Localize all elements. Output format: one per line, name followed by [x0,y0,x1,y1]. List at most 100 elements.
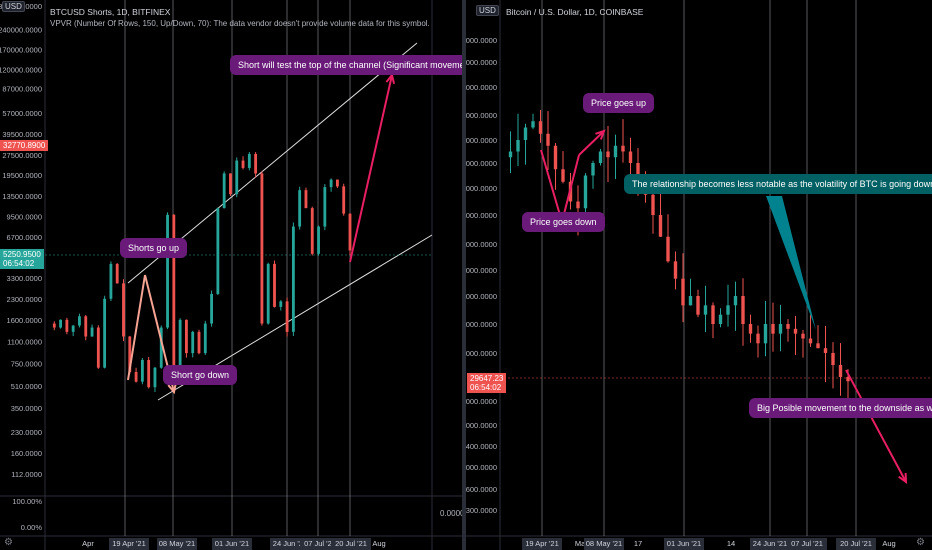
candle-body [553,145,558,170]
candle-body [222,173,226,209]
annotation-price-down[interactable]: Price goes down [522,212,605,232]
candle-body [266,263,270,324]
candle-body [216,208,220,294]
candle-body [285,301,289,332]
annotation-relationship[interactable]: The relationship becomes less notable as… [624,174,932,194]
candle-body [816,343,820,349]
candle-body [65,319,69,332]
x-tick-label: 20 Jul '21 [840,539,872,548]
x-tick-box [300,538,340,550]
candle-body [273,263,276,307]
right-chart-canvas[interactable]: 80000.0000 75000.0000 70000.0000 64000.0000… [466,0,932,550]
arrow-line [540,149,563,223]
candle-body [546,133,550,146]
y-tick-label: 112.0000 [11,470,42,479]
y-tick-label: 240000.0000 [0,25,42,34]
candle-body [523,127,528,140]
x-tick-label: 08 May '21 [159,539,195,548]
volume-axis-value: 0.0000 [440,509,462,518]
y-tick-label: 75000.0000 [466,58,497,67]
annotation-short-test[interactable]: Short will test the top of the channel (… [230,55,462,75]
candle-body [508,151,513,158]
y-tick-label: 120000.0000 [0,66,42,75]
x-tick-label: Aug [882,539,895,548]
x-tick-label: 07 Jul '21 [304,539,336,548]
candle-body [140,359,144,382]
annotation-big-move[interactable]: Big Posible movement to the downside as … [749,398,932,418]
currency-button[interactable]: USD [476,5,499,16]
y-tick-label: 19500.0000 [2,171,42,180]
candle-body [696,296,700,315]
y-tick-label: 41000.0000 [466,266,497,275]
y-tick-label: 350.0000 [11,404,42,413]
candle-body [254,153,258,174]
y-tick-label: 60000.0000 [466,136,497,145]
candle-body [90,327,94,337]
x-tick-box [584,538,624,550]
candle-body [122,283,125,337]
candle-body [561,169,565,182]
gear-icon[interactable]: ⚙ [4,537,13,548]
pane-divider[interactable] [462,0,466,550]
arrow-head [898,472,908,485]
candle-body [185,319,188,354]
y-tick-label: 1100.0000 [7,338,42,347]
x-tick-box [212,538,252,550]
current-price-value: 5250.9500 [3,250,41,259]
y-tick-label: 6700.0000 [7,233,42,242]
currency-button[interactable]: USD [2,1,25,12]
candle-body [153,367,157,388]
x-tick-label: 14 [727,539,735,548]
y-tick-label: 27500.0000 [2,151,42,160]
y-tick-label: 13500.0000 [2,192,42,201]
candle-body [336,179,339,187]
annotation-price-up[interactable]: Price goes up [583,93,655,113]
x-tick-label: 17 [634,539,642,548]
x-tick-box [522,538,562,550]
candle-body [718,314,723,324]
gear-icon[interactable]: ⚙ [916,537,925,548]
y-tick-label: 32000.0000 [466,349,497,358]
candle-body [703,305,708,315]
annotation-short-down[interactable]: Short go down [163,365,238,385]
y-tick-label: 57000.0000 [2,109,42,118]
arrow-line [349,74,393,263]
volume-tick-label: 100.00% [12,497,42,506]
x-tick-label: 24 Jun '21 [273,539,307,548]
candle-body [756,333,760,344]
volume-tick-label: 0.00% [21,523,43,532]
candle-body [229,173,232,195]
arrow-line [845,369,907,483]
candle-body [531,121,535,128]
left-chart-pane[interactable]: 360000.0000240000.0000170000.0000120000.… [0,0,462,550]
x-tick-label: 01 Jun '21 [667,539,701,548]
y-tick-label: 1600.0000 [7,316,42,325]
left-chart-canvas[interactable]: 360000.0000240000.0000170000.0000120000.… [0,0,462,550]
x-tick-box [109,538,149,550]
current-price-tag: 29647.23 06:54:02 [467,373,507,393]
indicator-legend: VPVR (Number Of Rows, 150, Up/Down, 70):… [50,19,430,28]
candle-body [793,328,798,334]
candle-body [838,365,843,377]
candle-body [304,190,308,209]
candle-body [516,140,520,152]
candle-body [241,160,245,168]
x-tick-label: Apr [82,539,94,548]
candle-body [748,324,753,334]
candle-body [323,187,327,227]
candle-body [291,226,295,332]
y-tick-label: 64000.0000 [466,111,497,120]
y-tick-label: 510.0000 [11,382,42,391]
candle-body [763,324,768,344]
y-tick-label: 52000.0000 [466,184,497,193]
x-tick-box [750,538,790,550]
candle-body [636,163,640,182]
candle-body [115,263,119,284]
candle-body [538,121,543,134]
candle-body [96,327,100,368]
right-chart-pane[interactable]: 80000.0000 75000.0000 70000.0000 64000.0000… [466,0,932,550]
candle-body [342,186,346,214]
y-tick-label: 39500.0000 [2,130,42,139]
annotation-shorts-up[interactable]: Shorts go up [120,238,188,258]
y-tick-label: 26000.0000 [466,421,497,430]
